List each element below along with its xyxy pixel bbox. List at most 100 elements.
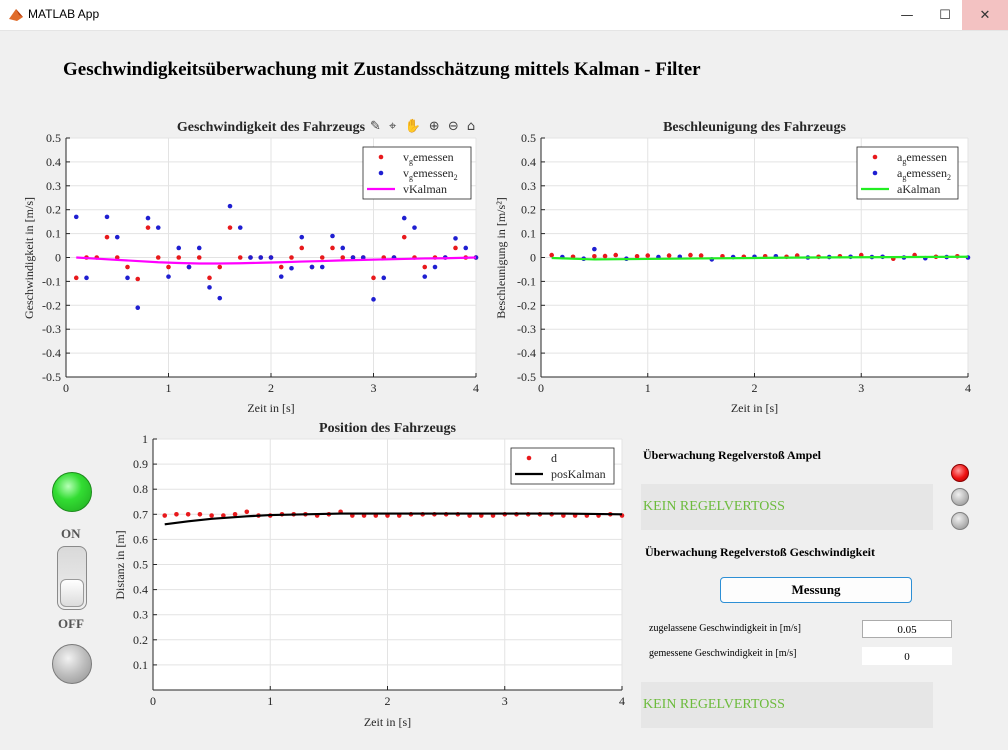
speed-section-label: Überwachung Regelverstoß Geschwindigkeit xyxy=(645,545,875,559)
y-tick-label: 0.4 xyxy=(133,583,148,597)
legend-label: agemessen xyxy=(897,150,947,166)
data-point-vgemessen2 xyxy=(135,305,141,310)
window-titlebar: MATLAB App — ☐ ✕ xyxy=(0,0,1008,31)
window-title: MATLAB App xyxy=(28,7,100,21)
messung-button[interactable]: Messung xyxy=(720,577,912,603)
y-tick-label: 1 xyxy=(142,432,148,446)
data-point-vgemessen2 xyxy=(248,255,253,260)
data-point-agemessen xyxy=(613,252,619,258)
data-point-agemessen xyxy=(634,254,640,259)
on-lamp xyxy=(52,472,92,512)
data-point-vgemessen2 xyxy=(350,255,356,260)
y-tick-label: 0.1 xyxy=(521,227,536,241)
data-point-vgemessen2 xyxy=(84,275,89,281)
y-tick-label: 0.2 xyxy=(521,203,536,217)
x-tick-label: 0 xyxy=(63,381,69,395)
data-point-vgemessen2 xyxy=(207,285,212,290)
y-tick-label: 0.1 xyxy=(46,227,61,241)
on-label: ON xyxy=(61,526,81,541)
x-tick-label: 4 xyxy=(965,381,971,395)
data-point-vgemessen2 xyxy=(104,214,110,220)
legend-marker xyxy=(526,455,532,461)
data-point-vgemessen2 xyxy=(176,245,182,251)
x-tick-label: 1 xyxy=(267,694,273,708)
y-tick-label: 0 xyxy=(530,251,536,265)
data-point-vgemessen2 xyxy=(360,255,366,260)
y-tick-label: 0.5 xyxy=(133,558,148,572)
y-tick-label: 0.1 xyxy=(133,658,148,672)
y-tick-label: -0.1 xyxy=(42,274,61,288)
data-point-vgemessen2 xyxy=(237,225,243,230)
x-tick-label: 1 xyxy=(166,381,172,395)
data-point-vgemessen xyxy=(196,255,202,260)
data-point-d xyxy=(221,513,226,518)
legend-marker xyxy=(378,154,384,160)
x-axis-label: Zeit in [s] xyxy=(731,401,778,415)
data-point-vgemessen xyxy=(145,225,151,230)
data-point-vgemessen2 xyxy=(125,275,130,281)
legend-label: aKalman xyxy=(897,182,940,196)
y-tick-label: 0.3 xyxy=(133,608,148,622)
allowed-speed-field[interactable]: 0.05 xyxy=(862,620,952,638)
data-point-vgemessen2 xyxy=(463,245,469,251)
app-title: Geschwindigkeitsüberwachung mit Zustands… xyxy=(63,59,701,80)
data-point-vgemessen xyxy=(135,276,141,282)
maximize-icon: ☐ xyxy=(939,7,951,23)
data-point-vgemessen xyxy=(227,225,233,230)
y-tick-label: 0.9 xyxy=(133,457,148,471)
data-point-vgemessen xyxy=(278,264,284,270)
data-point-vgemessen xyxy=(422,264,428,270)
x-tick-label: 3 xyxy=(371,381,377,395)
y-axis-label: Geschwindigkeit in [m/s] xyxy=(22,197,36,319)
data-point-vgemessen2 xyxy=(73,214,79,220)
data-point-vgemessen2 xyxy=(186,264,192,270)
data-point-vgemessen xyxy=(340,255,346,260)
data-point-vgemessen xyxy=(401,234,407,240)
data-point-d xyxy=(197,512,203,517)
series-line-aKalman xyxy=(551,255,969,261)
y-tick-label: 0.3 xyxy=(521,179,536,193)
axes-toolbar[interactable]: ✎ ⌖ ✋ ⊕ ⊖ ⌂ xyxy=(370,119,478,134)
data-point-vgemessen2 xyxy=(278,274,284,279)
data-point-vgemessen2 xyxy=(268,255,274,260)
y-tick-label: -0.4 xyxy=(42,346,61,360)
data-point-vgemessen2 xyxy=(299,234,305,240)
data-point-vgemessen2 xyxy=(289,265,294,271)
chart-title: Beschleunigung des Fahrzeugs xyxy=(663,120,846,135)
maximize-button[interactable]: ☐ xyxy=(922,0,968,30)
x-tick-label: 3 xyxy=(502,694,508,708)
on-off-switch[interactable] xyxy=(57,546,87,610)
x-tick-label: 4 xyxy=(619,694,625,708)
off-label: OFF xyxy=(58,616,84,631)
close-button[interactable]: ✕ xyxy=(962,0,1008,30)
data-point-vgemessen xyxy=(289,255,294,260)
chart-title: Geschwindigkeit des Fahrzeugs xyxy=(177,120,366,135)
series-line-posKalman xyxy=(164,512,623,526)
data-point-vgemessen2 xyxy=(330,233,335,239)
minimize-button[interactable]: — xyxy=(884,0,930,30)
y-tick-label: -0.1 xyxy=(517,274,536,288)
off-lamp xyxy=(52,644,92,684)
switch-knob[interactable] xyxy=(60,579,84,607)
y-tick-label: 0.7 xyxy=(133,507,148,521)
legend-label: vgemessen xyxy=(403,150,454,166)
x-tick-label: 0 xyxy=(150,694,156,708)
data-point-vgemessen xyxy=(125,264,130,270)
x-axis-label: Zeit in [s] xyxy=(364,715,411,729)
data-point-vgemessen xyxy=(207,275,212,281)
data-point-vgemessen2 xyxy=(145,215,151,221)
data-point-agemessen xyxy=(688,252,693,258)
ampel-status-box: KEIN REGELVERTOSS xyxy=(641,484,933,530)
data-point-agemessen xyxy=(666,253,672,258)
traffic-light-red xyxy=(951,464,969,482)
ampel-status-text: KEIN REGELVERTOSS xyxy=(643,499,785,514)
data-point-agemessen xyxy=(549,252,554,258)
y-tick-label: -0.3 xyxy=(42,322,61,336)
data-point-vgemessen xyxy=(155,255,161,260)
legend-label: agemessen2 xyxy=(897,166,951,182)
legend-label: vgemessen2 xyxy=(403,166,458,182)
y-tick-label: -0.2 xyxy=(42,298,61,312)
data-point-vgemessen xyxy=(371,275,376,281)
data-point-agemessen xyxy=(602,253,608,259)
chart-title: Position des Fahrzeugs xyxy=(319,421,456,436)
